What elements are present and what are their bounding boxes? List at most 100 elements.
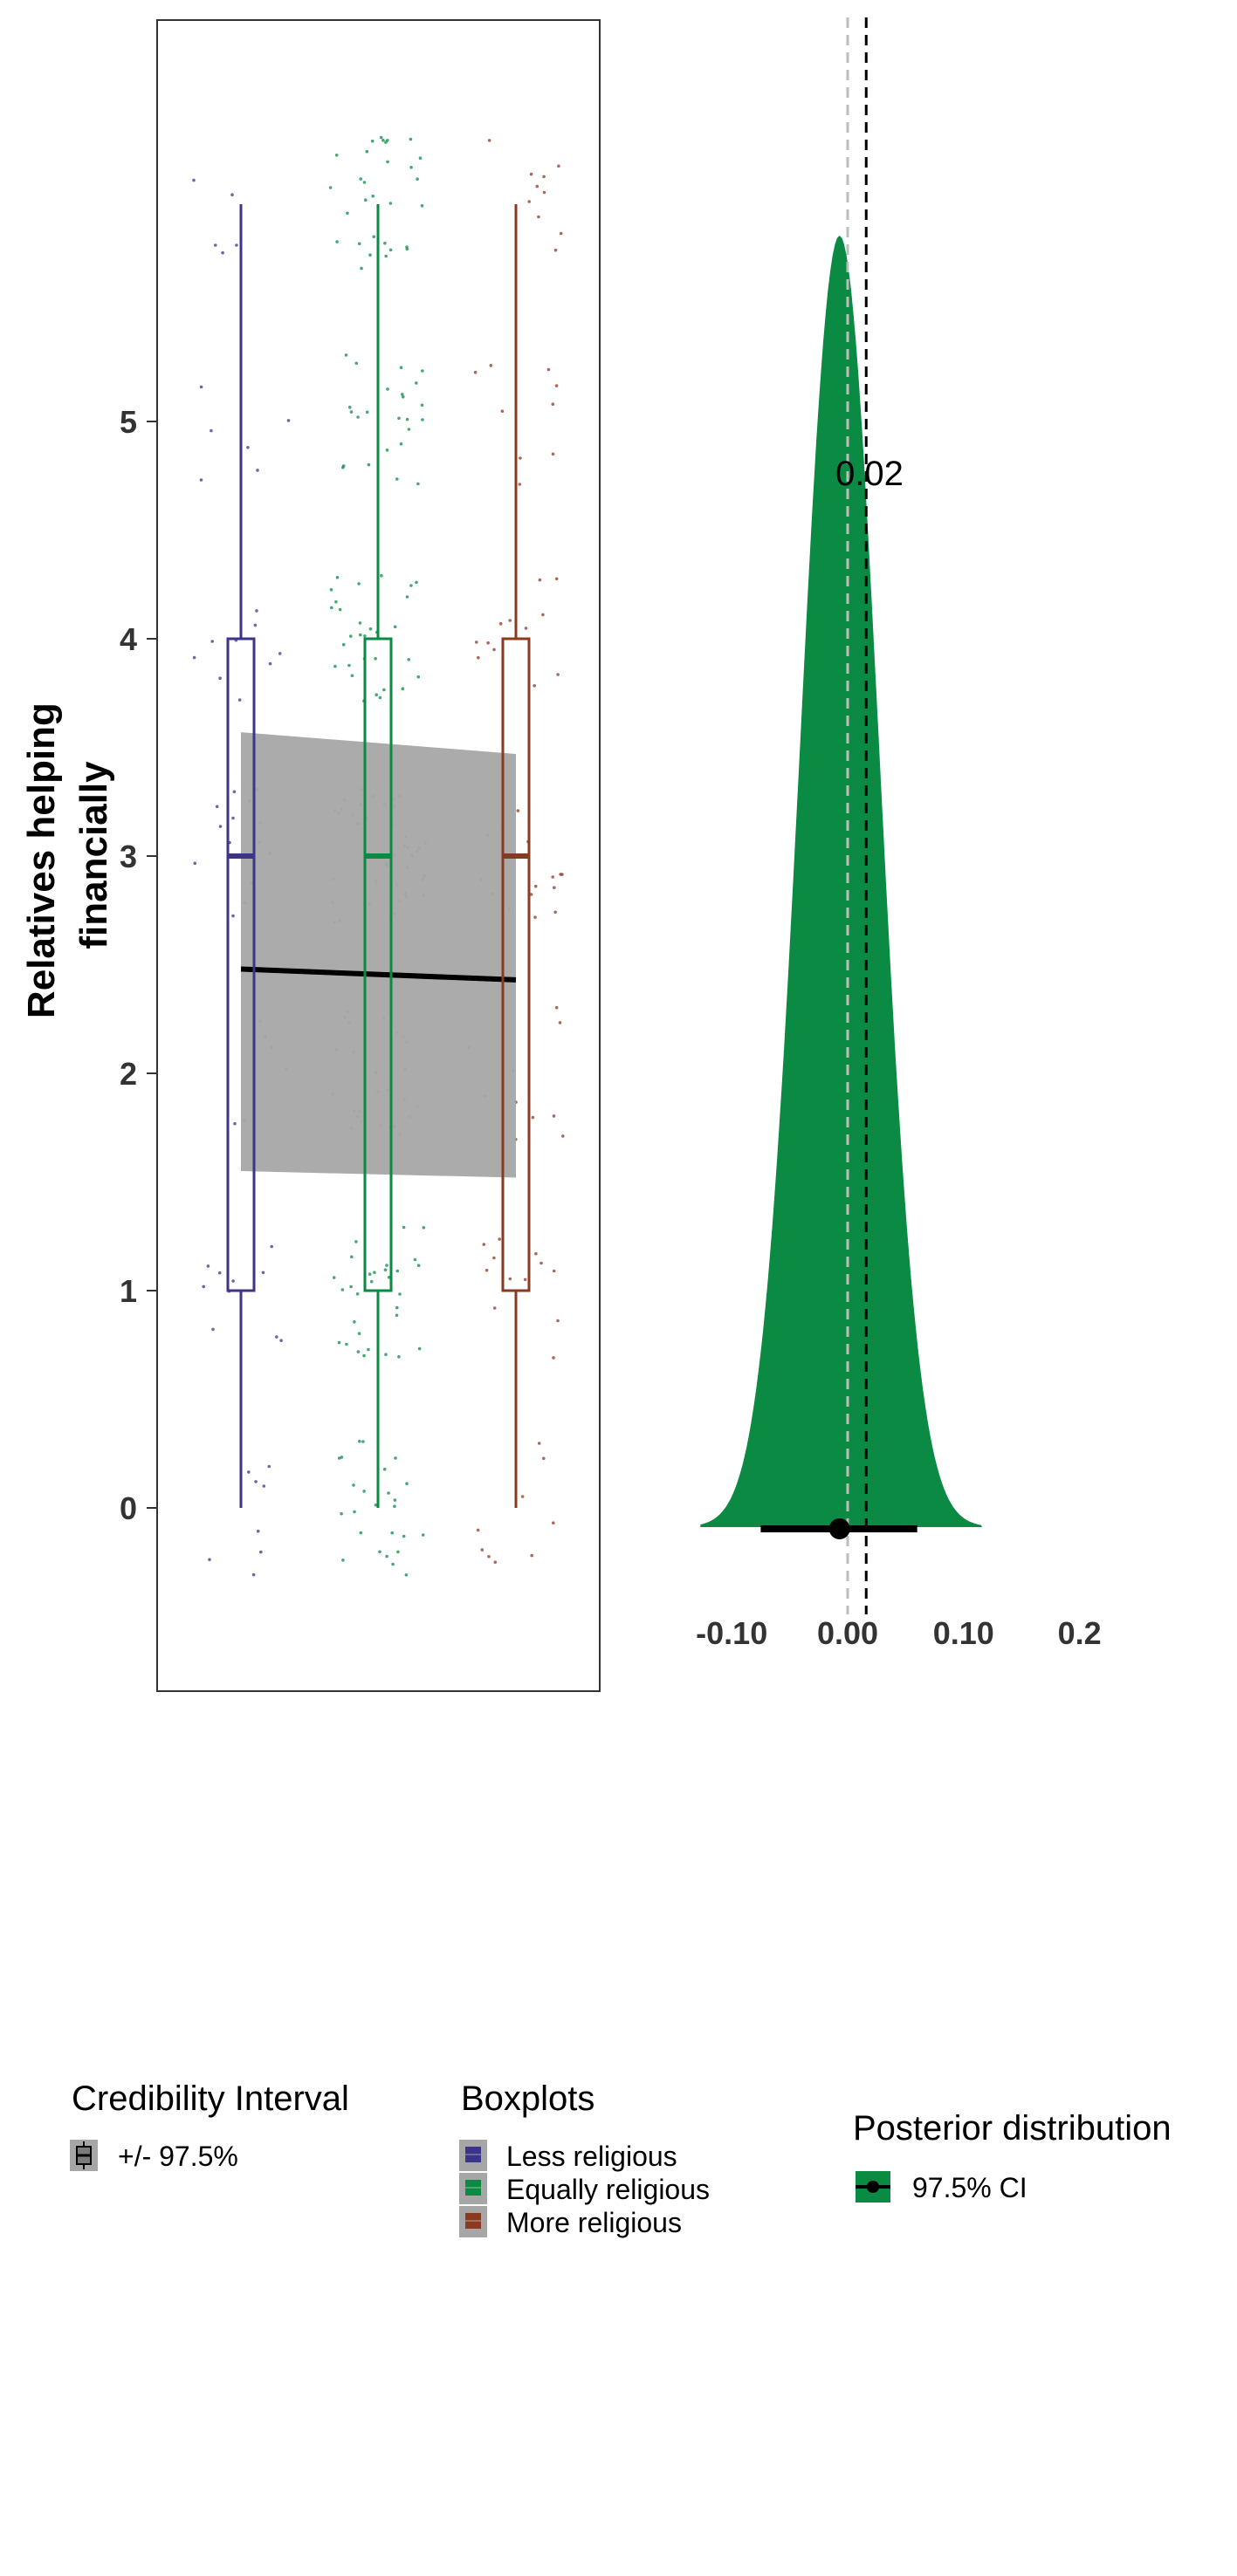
boxplot-more-religious — [501, 204, 531, 1508]
jitter-point — [539, 1261, 543, 1265]
jitter-point — [415, 580, 418, 585]
jitter-point — [421, 1533, 425, 1537]
jitter-point — [372, 235, 376, 239]
legend-boxplots-key — [459, 2206, 487, 2237]
jitter-point — [407, 658, 411, 661]
legend-posterior-key — [856, 2171, 890, 2203]
jitter-point — [340, 1511, 343, 1516]
jitter-point — [541, 613, 545, 617]
jitter-point — [473, 370, 478, 374]
jitter-point — [353, 1510, 356, 1514]
box-body — [226, 637, 256, 1292]
legend-credibility-label: +/- 97.5% — [118, 2141, 238, 2172]
jitter-point — [237, 698, 242, 702]
jitter-point — [554, 577, 559, 581]
jitter-point — [552, 1356, 555, 1360]
jitter-point — [508, 1277, 512, 1281]
jitter-point — [215, 805, 219, 809]
jitter-point — [422, 1226, 426, 1230]
y-tick-label: 0 — [120, 1490, 137, 1526]
jitter-point — [385, 449, 389, 452]
jitter-point — [192, 178, 196, 182]
jitter-point — [385, 1264, 388, 1267]
jitter-point — [231, 914, 235, 918]
jitter-point — [561, 1134, 565, 1138]
jitter-point — [347, 405, 352, 409]
credibility-band — [240, 732, 517, 1178]
jitter-point — [349, 410, 354, 414]
jitter-point — [359, 1531, 363, 1535]
y-axis: 0 1 2 3 4 5 — [120, 404, 157, 1526]
jitter-point — [335, 575, 340, 579]
jitter-point — [358, 621, 362, 625]
jitter-point — [401, 687, 405, 690]
jitter-point — [333, 664, 337, 668]
y-tick-label: 3 — [120, 839, 137, 874]
jitter-point — [523, 1278, 527, 1282]
jitter-point — [476, 1528, 480, 1532]
jitter-point — [262, 1484, 266, 1488]
jitter-point — [267, 1464, 271, 1469]
jitter-point — [253, 623, 258, 627]
jitter-point — [233, 1121, 237, 1126]
jitter-point — [256, 469, 259, 472]
legend-boxplots-label-equal: Equally religious — [506, 2174, 710, 2205]
legend-credibility: Credibility Interval +/- 97.5% — [70, 2079, 349, 2172]
jitter-point — [533, 915, 537, 919]
legend-boxplots-key — [459, 2140, 487, 2171]
jitter-point — [337, 1340, 341, 1345]
jitter-point — [357, 1332, 361, 1335]
jitter-point — [247, 1470, 251, 1474]
y-tick-label: 2 — [120, 1056, 137, 1092]
jitter-point — [530, 1553, 533, 1558]
jitter-point — [395, 1313, 399, 1318]
jitter-point — [395, 1305, 399, 1310]
jitter-point — [486, 641, 490, 645]
jitter-point — [420, 204, 424, 208]
jitter-point — [417, 1346, 422, 1351]
jitter-point — [551, 875, 554, 879]
x-tick-label: 0.00 — [817, 1615, 878, 1651]
jitter-point — [354, 1240, 358, 1243]
jitter-point — [210, 428, 213, 433]
jitter-point — [382, 688, 386, 692]
jitter-point — [551, 452, 555, 456]
jitter-point — [399, 366, 403, 370]
jitter-point — [345, 1342, 348, 1346]
jitter-point — [527, 200, 531, 203]
jitter-point — [498, 1237, 501, 1241]
jitter-point — [381, 139, 385, 142]
jitter-point — [405, 417, 409, 421]
jitter-point — [218, 676, 222, 680]
x-tick-label: 0.10 — [933, 1615, 994, 1651]
jitter-point — [286, 419, 291, 422]
jitter-point — [556, 673, 560, 676]
jitter-point — [482, 1243, 486, 1246]
jitter-point — [402, 1534, 406, 1538]
box-body — [363, 637, 393, 1292]
jitter-point — [535, 184, 539, 188]
jitter-point — [255, 609, 258, 613]
jitter-point — [533, 684, 536, 688]
jitter-point — [202, 1285, 205, 1289]
jitter-point — [384, 1353, 388, 1356]
jitter-point — [554, 1005, 559, 1010]
jitter-point — [221, 250, 224, 255]
legend-posterior-title: Posterior distribution — [853, 2109, 1172, 2148]
jitter-point — [538, 578, 542, 582]
jitter-point — [359, 177, 363, 181]
jitter-point — [402, 1225, 406, 1230]
jitter-point — [560, 873, 564, 876]
jitter-point — [519, 456, 522, 460]
jitter-point — [388, 202, 393, 205]
jitter-point — [542, 1456, 546, 1461]
jitter-point — [487, 1555, 491, 1559]
jitter-point — [350, 1255, 354, 1259]
boxplot-equally-religious — [363, 204, 393, 1508]
jitter-point — [344, 353, 348, 357]
jitter-point — [352, 1483, 355, 1487]
legend-credibility-key — [70, 2140, 98, 2171]
jitter-point — [398, 1292, 402, 1296]
jitter-point — [371, 194, 375, 198]
jitter-point — [397, 416, 401, 421]
